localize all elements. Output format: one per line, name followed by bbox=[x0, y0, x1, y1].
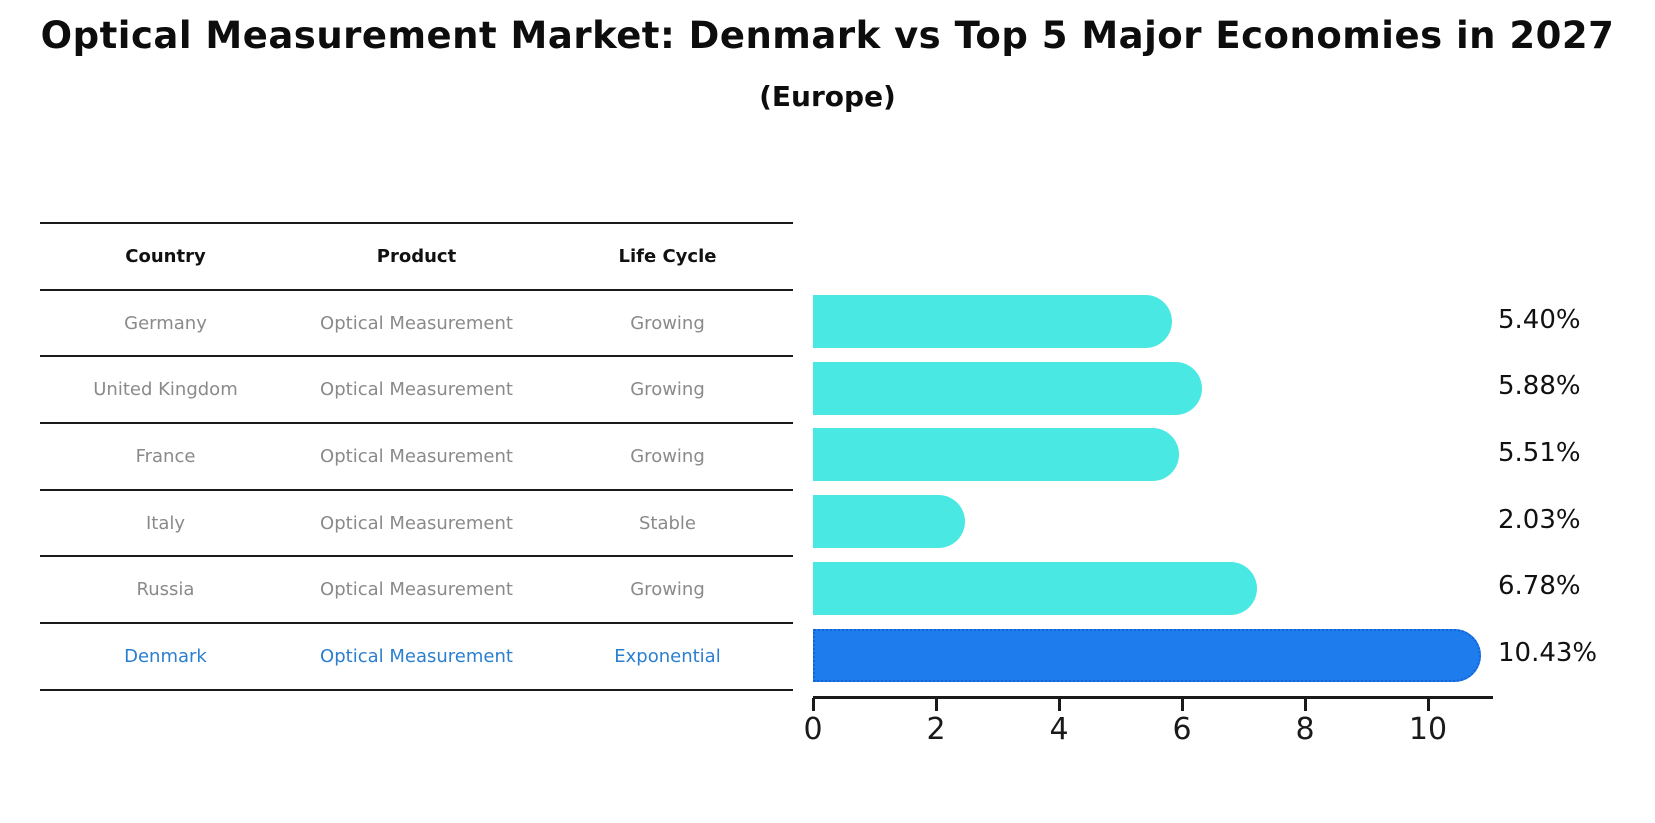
table-cell-life-cycle: Growing bbox=[630, 379, 705, 401]
bar-value-label: 6.78% bbox=[1498, 571, 1581, 602]
bar-value-label: 2.03% bbox=[1498, 504, 1581, 535]
bar-value-label: 10.43% bbox=[1498, 638, 1598, 668]
table-cell-life-cycle: Growing bbox=[630, 579, 705, 601]
x-axis-tick-label: 2 bbox=[926, 712, 946, 747]
x-axis-tick-label: 6 bbox=[1172, 712, 1192, 747]
table-cell-country: Denmark bbox=[124, 645, 207, 667]
country-table: Country Product Life Cycle Germany Optical M… bbox=[40, 222, 793, 691]
table-row: United Kingdom Optical Measurement Growing bbox=[40, 357, 793, 425]
bar bbox=[813, 295, 1173, 348]
x-axis-tick bbox=[1427, 698, 1430, 711]
x-axis-tick bbox=[1181, 698, 1184, 711]
x-axis-tick-label: 0 bbox=[803, 712, 823, 747]
table-row: Germany Optical Measurement Growing bbox=[40, 291, 793, 358]
table-cell-country: Russia bbox=[136, 579, 195, 601]
x-axis-tick bbox=[812, 698, 815, 711]
table-header-cell: Country bbox=[125, 245, 206, 267]
bar bbox=[813, 495, 965, 549]
table-row: Russia Optical Measurement Growing bbox=[40, 557, 793, 625]
table-cell-product: Optical Measurement bbox=[320, 379, 513, 401]
table-cell-life-cycle: Growing bbox=[630, 312, 705, 334]
x-axis-tick bbox=[1058, 698, 1061, 711]
x-axis-tick-label: 8 bbox=[1295, 712, 1315, 747]
table-cell-product: Optical Measurement bbox=[320, 445, 513, 467]
bar-value-label: 5.51% bbox=[1498, 437, 1581, 468]
bar-value-label: 5.88% bbox=[1498, 371, 1581, 402]
table-cell-country: France bbox=[135, 445, 196, 467]
table-cell-life-cycle: Growing bbox=[630, 445, 705, 467]
bar bbox=[813, 428, 1179, 482]
table-header-cell: Product bbox=[376, 245, 457, 267]
x-axis-line bbox=[813, 696, 1493, 699]
table-cell-product: Optical Measurement bbox=[320, 512, 513, 534]
table-row: Italy Optical Measurement Stable bbox=[40, 491, 793, 558]
table-cell-life-cycle: Exponential bbox=[614, 645, 721, 667]
table-header-row: Country Product Life Cycle bbox=[40, 222, 793, 291]
table-row: France Optical Measurement Growing bbox=[40, 424, 793, 491]
table-header-cell: Life Cycle bbox=[618, 245, 717, 267]
table-cell-product: Optical Measurement bbox=[320, 645, 513, 667]
bar-denmark-highlight bbox=[813, 628, 1482, 682]
x-axis-tick bbox=[1304, 698, 1307, 711]
table-cell-product: Optical Measurement bbox=[320, 312, 513, 334]
table-cell-life-cycle: Stable bbox=[638, 512, 696, 534]
table-cell-country: Italy bbox=[145, 512, 186, 534]
chart-subtitle: (Europe) bbox=[759, 80, 896, 113]
table-row: Denmark Optical Measurement Exponential bbox=[40, 624, 793, 691]
x-axis-tick bbox=[935, 698, 938, 711]
table-cell-country: Germany bbox=[124, 312, 207, 334]
table-cell-product: Optical Measurement bbox=[320, 579, 513, 601]
x-axis-tick-label: 4 bbox=[1049, 712, 1069, 747]
bar bbox=[813, 561, 1257, 615]
x-axis-tick-label: 10 bbox=[1408, 712, 1448, 747]
bar bbox=[813, 361, 1202, 415]
bar-value-label: 5.40% bbox=[1498, 304, 1581, 335]
table-cell-country: United Kingdom bbox=[93, 379, 238, 401]
chart-title: Optical Measurement Market: Denmark vs T… bbox=[40, 14, 1615, 57]
